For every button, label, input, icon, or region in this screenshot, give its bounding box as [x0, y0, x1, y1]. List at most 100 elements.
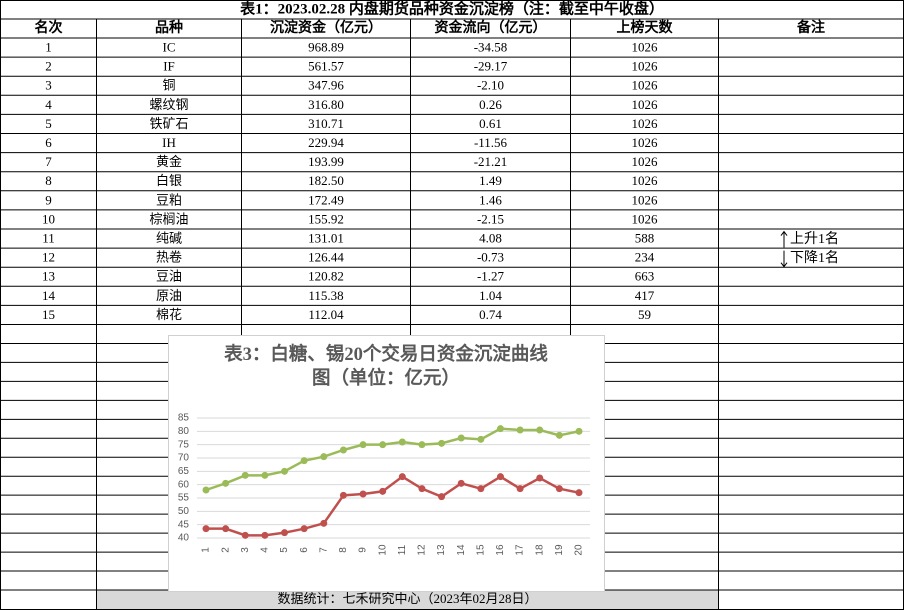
- cell: 1026: [632, 211, 659, 226]
- marker: [418, 485, 426, 493]
- marker: [496, 425, 504, 433]
- cell: 417: [635, 288, 655, 303]
- cell: -29.17: [474, 59, 508, 74]
- y-tick-label: 40: [178, 533, 190, 544]
- cell: 588: [635, 231, 655, 246]
- cell: 182.50: [308, 173, 344, 188]
- marker: [359, 490, 367, 498]
- marker: [261, 471, 269, 479]
- marker: [575, 427, 583, 435]
- marker: [555, 431, 563, 439]
- x-tick-label: 18: [534, 544, 545, 556]
- header-cell: 品种: [155, 19, 183, 36]
- cell: 155.92: [308, 211, 344, 226]
- cell: 豆粕: [156, 192, 182, 207]
- cell: 1: [45, 40, 52, 55]
- marker: [536, 474, 544, 482]
- marker: [477, 485, 485, 493]
- marker: [516, 485, 524, 493]
- marker: [496, 473, 504, 481]
- remark: 下降1名: [790, 250, 839, 266]
- marker: [320, 453, 328, 461]
- marker: [516, 426, 524, 434]
- cell: 铜: [162, 78, 175, 93]
- x-tick-label: 20: [574, 544, 585, 556]
- cell: 4: [45, 97, 52, 112]
- cell: 561.57: [308, 59, 344, 74]
- cell: 193.99: [308, 154, 344, 169]
- x-tick-label: 11: [397, 544, 408, 555]
- marker: [241, 471, 249, 479]
- cell: 7: [45, 154, 52, 169]
- cell: 黄金: [156, 154, 182, 169]
- marker: [202, 486, 210, 494]
- marker: [281, 467, 289, 475]
- marker: [202, 525, 210, 533]
- cell: -34.58: [474, 40, 508, 55]
- x-tick-label: 13: [436, 544, 447, 556]
- cell: 1026: [632, 40, 659, 55]
- cell: 2: [45, 59, 52, 74]
- y-tick-label: 70: [178, 453, 190, 464]
- marker: [261, 531, 269, 539]
- cell: 1.49: [479, 173, 502, 188]
- cell: 1.46: [479, 192, 502, 207]
- cell: 1026: [632, 192, 659, 207]
- marker: [457, 479, 465, 487]
- y-tick-label: 60: [178, 479, 190, 490]
- marker: [359, 441, 367, 449]
- marker: [477, 435, 485, 443]
- header-cell: 上榜天数: [617, 19, 674, 36]
- x-tick-label: 8: [338, 547, 349, 553]
- cell: 663: [635, 269, 655, 284]
- cell: 纯碱: [156, 231, 182, 246]
- arrow-head: [780, 262, 788, 268]
- cell: 1026: [632, 135, 659, 150]
- cell: 316.80: [308, 97, 344, 112]
- x-tick-label: 16: [495, 544, 506, 556]
- x-tick-label: 12: [417, 544, 428, 556]
- cell: 棕榈油: [149, 211, 188, 226]
- cell: 1026: [632, 154, 659, 169]
- cell: 1026: [632, 116, 659, 131]
- cell: IC: [163, 40, 176, 55]
- cell: 8: [45, 173, 52, 188]
- marker: [379, 487, 387, 495]
- cell: IF: [163, 59, 175, 74]
- y-tick-label: 85: [178, 413, 190, 424]
- cell: 1026: [632, 173, 659, 188]
- marker: [457, 434, 465, 442]
- cell: IH: [162, 135, 176, 150]
- x-tick-label: 19: [554, 544, 565, 556]
- cell: 原油: [156, 288, 182, 303]
- footer-bg: [96, 590, 719, 610]
- marker: [438, 493, 446, 501]
- marker: [339, 491, 347, 499]
- footer: 数据统计：七禾研究中心（2023年02月28日）: [277, 591, 537, 606]
- y-tick-label: 80: [178, 426, 190, 437]
- sheet-title: 表1：2023.02.28 内盘期货品种资金沉淀榜（注：截至中午收盘）: [240, 0, 664, 17]
- cell: 310.71: [308, 116, 344, 131]
- cell: 126.44: [308, 250, 344, 265]
- chart-title: 表3：白糖、锡20个交易日资金沉淀曲线图（单位：亿元）: [224, 345, 548, 389]
- cell: 172.49: [308, 192, 344, 207]
- cell: 0.74: [479, 307, 502, 322]
- cell: -2.10: [477, 78, 504, 93]
- header-cell: 名次: [35, 19, 63, 36]
- marker: [536, 426, 544, 434]
- x-tick-label: 9: [358, 547, 369, 553]
- header-cell: 沉淀资金（亿元）: [270, 19, 382, 36]
- cell: 112.04: [308, 307, 344, 322]
- cell: 1026: [632, 97, 659, 112]
- x-tick-label: 7: [318, 547, 329, 553]
- y-tick-label: 45: [178, 519, 190, 530]
- cell: 115.38: [308, 288, 343, 303]
- cell: 铁矿石: [149, 116, 188, 131]
- header-cell: 备注: [796, 19, 825, 36]
- cell: 1.04: [479, 288, 502, 303]
- cell: 5: [45, 116, 52, 131]
- x-tick-label: 14: [456, 544, 467, 556]
- cell: 347.96: [308, 78, 344, 93]
- y-tick-label: 55: [178, 493, 190, 504]
